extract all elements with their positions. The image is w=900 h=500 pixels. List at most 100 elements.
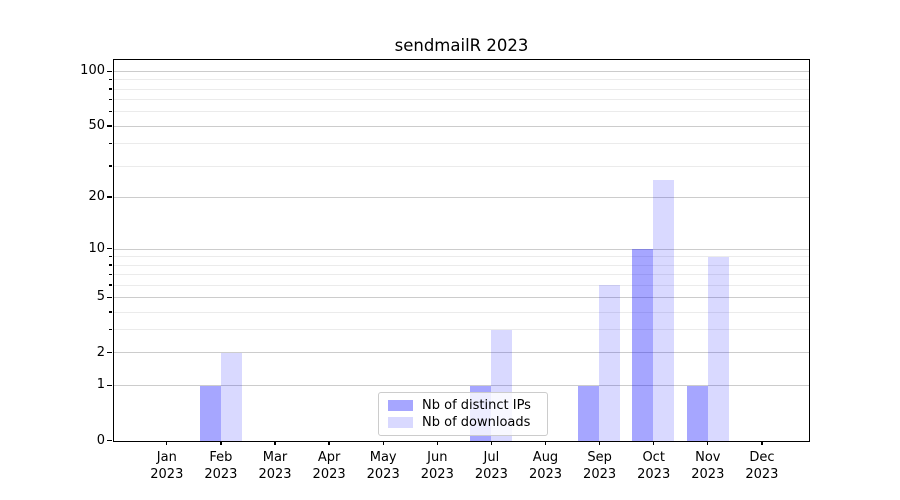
x-axis-tick-nov bbox=[707, 441, 709, 445]
y-axis-minor-tick-70 bbox=[109, 98, 112, 101]
gridline-minor-6 bbox=[114, 284, 809, 286]
x-axis-label-year: 2023 bbox=[745, 466, 779, 482]
x-axis-tick-sep bbox=[598, 441, 601, 445]
legend-swatch-downloads-icon bbox=[388, 417, 413, 429]
y-axis-minor-tick-9 bbox=[109, 255, 112, 258]
y-axis-minor-tick-80 bbox=[109, 88, 112, 90]
x-axis-label-year: 2023 bbox=[474, 466, 508, 482]
x-axis-label-year: 2023 bbox=[150, 466, 184, 482]
legend-entry-downloads: Nb of downloads bbox=[388, 415, 538, 430]
x-axis-label-sep: Sep 2023 bbox=[570, 450, 630, 483]
y-axis-tick-100 bbox=[107, 70, 112, 73]
gridline-major-50 bbox=[114, 125, 809, 127]
gridline-minor-3 bbox=[114, 329, 809, 331]
bar-nb-of-distinct-ips-sep bbox=[578, 385, 600, 441]
legend: Nb of distinct IPs Nb of downloads bbox=[378, 392, 548, 436]
y-axis-tick-5 bbox=[107, 296, 112, 298]
y-axis-minor-tick-6 bbox=[109, 284, 112, 286]
bar-nb-of-distinct-ips-oct bbox=[632, 249, 654, 441]
x-axis-label-month: Jul bbox=[483, 450, 500, 465]
gridline-minor-70 bbox=[114, 99, 809, 101]
legend-swatch-distinct-ips-icon bbox=[388, 399, 413, 411]
x-axis-label-year: 2023 bbox=[637, 466, 671, 482]
x-axis-label-year: 2023 bbox=[366, 466, 400, 482]
x-axis-label-year: 2023 bbox=[691, 466, 725, 482]
x-axis-label-mar: Mar 2023 bbox=[245, 450, 305, 483]
bar-nb-of-downloads-sep bbox=[599, 285, 621, 441]
bar-nb-of-distinct-ips-nov bbox=[686, 385, 708, 441]
x-axis-label-year: 2023 bbox=[583, 466, 617, 482]
x-axis-tick-mar bbox=[274, 441, 276, 445]
y-axis-tick-label-50: 50 bbox=[88, 118, 105, 134]
x-axis-label-year: 2023 bbox=[528, 466, 563, 482]
x-axis-tick-feb bbox=[220, 441, 222, 445]
y-axis-tick-10 bbox=[107, 248, 112, 250]
x-axis-tick-apr bbox=[328, 441, 330, 445]
x-axis-tick-jun bbox=[436, 441, 438, 445]
x-axis-label-jan: Jan 2023 bbox=[137, 450, 197, 483]
y-axis-minor-tick-90 bbox=[109, 79, 112, 81]
x-axis-label-month: Jan bbox=[156, 450, 177, 465]
gridline-minor-60 bbox=[114, 111, 809, 113]
x-axis-label-year: 2023 bbox=[204, 466, 238, 482]
gridline-minor-4 bbox=[114, 311, 809, 313]
y-axis-minor-tick-8 bbox=[109, 264, 112, 266]
gridline-minor-40 bbox=[114, 143, 809, 145]
x-axis-label-year: 2023 bbox=[420, 466, 454, 482]
y-axis-tick-2 bbox=[107, 352, 112, 354]
gridline-major-10 bbox=[114, 248, 809, 250]
y-axis-minor-tick-40 bbox=[109, 142, 112, 145]
y-axis-tick-20 bbox=[107, 196, 112, 198]
x-axis-tick-oct bbox=[653, 441, 655, 445]
x-axis-label-aug: Aug 2023 bbox=[516, 450, 576, 483]
y-axis-minor-tick-7 bbox=[109, 273, 112, 275]
gridline-minor-90 bbox=[114, 79, 809, 81]
gridline-minor-30 bbox=[114, 165, 809, 167]
x-axis-label-apr: Apr 2023 bbox=[299, 450, 359, 483]
x-axis-label-year: 2023 bbox=[258, 466, 292, 482]
y-axis-tick-label-10: 10 bbox=[88, 240, 105, 256]
x-axis-label-month: Dec bbox=[749, 450, 775, 465]
gridline-minor-9 bbox=[114, 256, 809, 258]
x-axis-label-nov: Nov 2023 bbox=[678, 450, 738, 483]
y-axis-minor-tick-4 bbox=[109, 311, 112, 313]
legend-entry-distinct-ips: Nb of distinct IPs bbox=[388, 398, 538, 413]
x-axis-label-feb: Feb 2023 bbox=[191, 450, 251, 483]
x-axis-label-oct: Oct 2023 bbox=[624, 450, 684, 483]
y-axis-tick-50 bbox=[107, 125, 112, 127]
bar-nb-of-downloads-nov bbox=[707, 256, 729, 441]
y-axis-tick-0 bbox=[107, 440, 112, 442]
x-axis-label-may: May 2023 bbox=[353, 450, 413, 483]
x-axis-label-dec: Dec 2023 bbox=[732, 450, 792, 483]
x-axis-label-month: Oct bbox=[642, 450, 665, 465]
x-axis-tick-jul bbox=[490, 441, 493, 445]
bar-nb-of-downloads-oct bbox=[653, 180, 675, 441]
y-axis-tick-label-2: 2 bbox=[96, 344, 105, 360]
x-axis-tick-may bbox=[382, 441, 384, 445]
x-axis-label-month: Mar bbox=[262, 450, 288, 465]
x-axis-label-month: Feb bbox=[209, 450, 233, 465]
x-axis-label-jul: Jul 2023 bbox=[461, 450, 521, 483]
x-axis-label-month: Sep bbox=[587, 450, 612, 465]
legend-label-distinct-ips: Nb of distinct IPs bbox=[422, 397, 531, 413]
gridline-minor-80 bbox=[114, 88, 809, 90]
gridline-major-5 bbox=[114, 297, 809, 299]
x-axis-tick-jan bbox=[166, 441, 168, 445]
y-axis-tick-label-1: 1 bbox=[96, 377, 105, 393]
x-axis-label-month: Nov bbox=[695, 450, 721, 465]
y-axis-tick-1 bbox=[107, 384, 112, 386]
gridline-major-100 bbox=[114, 71, 809, 73]
gridline-minor-7 bbox=[114, 273, 809, 275]
x-axis-tick-aug bbox=[544, 441, 547, 445]
y-axis-minor-tick-60 bbox=[109, 111, 112, 113]
y-axis-tick-label-0: 0 bbox=[96, 432, 105, 448]
x-axis-label-month: Aug bbox=[532, 450, 559, 465]
gridline-major-20 bbox=[114, 196, 809, 198]
bar-nb-of-downloads-feb bbox=[220, 353, 242, 441]
y-axis-minor-tick-30 bbox=[109, 165, 112, 167]
plot-area bbox=[113, 59, 810, 442]
y-axis-tick-label-100: 100 bbox=[80, 63, 105, 79]
y-axis-minor-tick-3 bbox=[109, 329, 112, 331]
gridline-major-2 bbox=[114, 352, 809, 354]
x-axis-label-year: 2023 bbox=[312, 466, 346, 482]
